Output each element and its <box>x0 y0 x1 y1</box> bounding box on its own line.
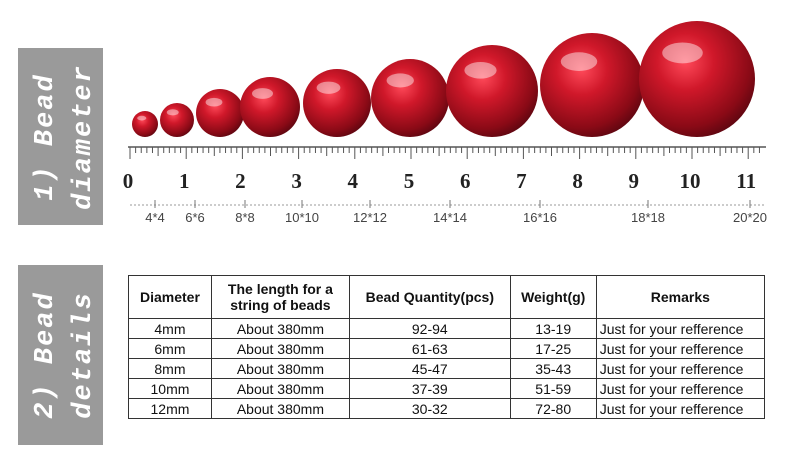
ruler-number: 8 <box>572 169 583 193</box>
ruler: 0 1 2 3 4 5 6 7 8 9 10 11 4*4 6*6 8*8 10*10 12*12 14*14 16… <box>123 146 767 225</box>
header-cell: Bead Quantity(pcs) <box>348 275 511 319</box>
section-label-box <box>18 48 103 225</box>
ruler-number: 4 <box>348 169 359 193</box>
size-label: 16*16 <box>523 210 557 225</box>
table-row: 4mm About 380mm 92-94 13-19 Just for your re… <box>128 318 766 339</box>
bead-highlight <box>166 109 179 116</box>
table-cell: About 380mm <box>210 378 350 399</box>
table-cell: Just for your refference <box>595 378 766 399</box>
section-label: 1) Bead <box>31 73 61 200</box>
bead <box>240 77 300 137</box>
table-body: 4mm About 380mm 92-94 13-19 Just for your re… <box>128 318 766 419</box>
table-cell: 30-32 <box>348 398 511 419</box>
size-label: 6*6 <box>185 210 205 225</box>
size-label: 8*8 <box>235 210 255 225</box>
bead <box>540 33 644 137</box>
table-cell: 13-19 <box>509 318 597 339</box>
section-label-box <box>18 265 103 445</box>
table-cell: Just for your refference <box>595 318 766 339</box>
ruler-number: 2 <box>235 169 246 193</box>
section-label: details <box>69 291 99 418</box>
size-label: 10*10 <box>285 210 319 225</box>
bead-highlight <box>560 52 598 71</box>
table-row: 8mm About 380mm 45-47 35-43 Just for your re… <box>128 358 766 379</box>
bead-highlight <box>662 42 703 64</box>
ruler-number: 1 <box>179 169 190 193</box>
header-cell: The length for a string of beads <box>210 275 350 319</box>
ruler-number: 0 <box>123 169 134 193</box>
table-cell: 51-59 <box>509 378 597 399</box>
bead <box>132 111 158 137</box>
table-row: 6mm About 380mm 61-63 17-25 Just for your re… <box>128 338 766 359</box>
bead <box>303 69 371 137</box>
table-cell: About 380mm <box>210 338 350 359</box>
bead <box>446 45 538 137</box>
ruler-number: 9 <box>629 169 640 193</box>
table-cell: 37-39 <box>348 378 511 399</box>
bead <box>160 103 194 137</box>
table-cell: 45-47 <box>348 358 511 379</box>
table-cell: About 380mm <box>210 398 350 419</box>
table-cell: Just for your refference <box>595 398 766 419</box>
size-label: 14*14 <box>433 210 467 225</box>
ruler-number: 11 <box>736 169 756 193</box>
bead-highlight <box>386 73 414 88</box>
table-row: 10mm About 380mm 37-39 51-59 Just for your r… <box>128 378 766 399</box>
ruler-number: 5 <box>404 169 415 193</box>
size-label: 4*4 <box>145 210 165 225</box>
table-cell: 10mm <box>128 378 212 399</box>
header-row: Diameter The length for a string of beads… <box>128 275 766 319</box>
table-cell: About 380mm <box>210 358 350 379</box>
size-label: 20*20 <box>733 210 767 225</box>
header-cell: Diameter <box>128 275 212 319</box>
ruler-number: 7 <box>516 169 527 193</box>
ruler-number: 10 <box>680 169 701 193</box>
table-cell: 12mm <box>128 398 212 419</box>
table-cell: 72-80 <box>509 398 597 419</box>
table-cell: 92-94 <box>348 318 511 339</box>
ruler-number: 3 <box>291 169 302 193</box>
size-label: 12*12 <box>353 210 387 225</box>
details-table: Diameter The length for a string of beads… <box>128 275 766 419</box>
bead-highlight <box>316 81 341 94</box>
bead <box>639 21 755 137</box>
table-cell: 17-25 <box>509 338 597 359</box>
bead <box>196 89 244 137</box>
table-cell: 6mm <box>128 338 212 359</box>
table-cell: 4mm <box>128 318 212 339</box>
beads <box>132 21 755 137</box>
bead-highlight <box>137 115 147 121</box>
bead-highlight <box>205 97 223 107</box>
section-label: 2) Bead <box>31 291 61 418</box>
header-cell: Remarks <box>595 275 766 319</box>
table-cell: 8mm <box>128 358 212 379</box>
bead-highlight <box>252 88 273 99</box>
header-cell: Weight(g) <box>509 275 597 319</box>
bead <box>371 59 449 137</box>
table-cell: Just for your refference <box>595 358 766 379</box>
table-cell: Just for your refference <box>595 338 766 359</box>
bead-highlight <box>464 62 497 79</box>
ruler-number: 6 <box>460 169 471 193</box>
table-row: 12mm About 380mm 30-32 72-80 Just for your r… <box>128 398 766 419</box>
table-cell: 61-63 <box>348 338 511 359</box>
table-cell: About 380mm <box>210 318 350 339</box>
section-label: diameter <box>69 64 99 210</box>
table-cell: 35-43 <box>509 358 597 379</box>
size-label: 18*18 <box>631 210 665 225</box>
